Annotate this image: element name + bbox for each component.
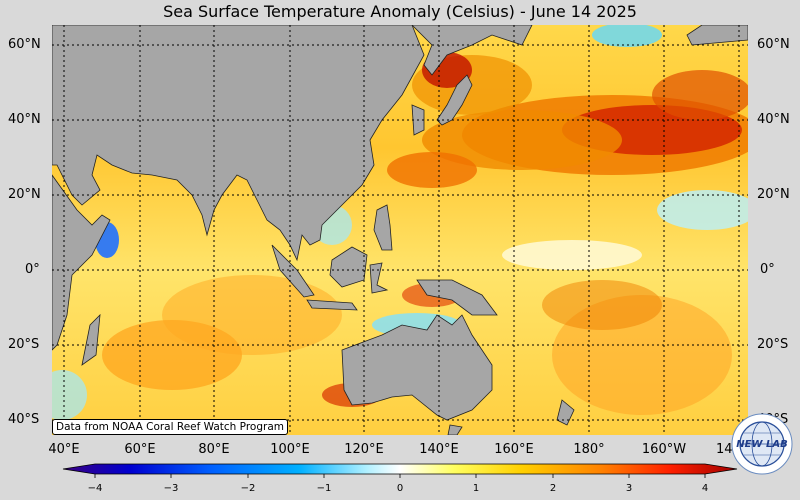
colorbar-tick-3: 3 bbox=[625, 483, 633, 494]
lon-label-160w: 160°W bbox=[641, 442, 687, 457]
logo-text: NEW LAB bbox=[736, 439, 787, 450]
madagascar bbox=[81, 313, 101, 366]
lat-label-40s-left: 40°S bbox=[8, 412, 40, 427]
colorbar-tick-m1: −1 bbox=[316, 483, 332, 494]
map-title: Sea Surface Temperature Anomaly (Celsius… bbox=[163, 2, 637, 21]
lat-label-40n-left: 40°N bbox=[8, 112, 41, 127]
australia bbox=[341, 314, 493, 421]
colorbar-ticks bbox=[94, 474, 706, 478]
warm-anomaly-regions bbox=[52, 52, 748, 415]
colorbar-tick-1: 1 bbox=[472, 483, 480, 494]
cool-anomaly-regions bbox=[52, 25, 748, 420]
africa-land bbox=[52, 174, 111, 351]
data-credit: Data from NOAA Coral Reef Watch Program bbox=[52, 419, 288, 435]
lon-label-40e: 40°E bbox=[48, 442, 80, 457]
colorbar-gradient bbox=[62, 463, 738, 475]
landmasses bbox=[52, 25, 748, 435]
sst-anomaly-map bbox=[52, 25, 748, 435]
graticule bbox=[52, 25, 748, 435]
colorbar bbox=[62, 463, 738, 478]
lon-label-140e: 140°E bbox=[419, 442, 459, 457]
new-guinea bbox=[416, 279, 498, 316]
lon-label-100e: 100°E bbox=[270, 442, 310, 457]
asia-mainland bbox=[52, 25, 425, 262]
lat-label-60n-left: 60°N bbox=[8, 37, 41, 52]
tasmania bbox=[447, 424, 463, 435]
java bbox=[306, 299, 358, 311]
lat-label-eq-right: 0° bbox=[760, 262, 775, 277]
lat-label-20n-left: 20°N bbox=[8, 187, 41, 202]
lat-label-20s-right: 20°S bbox=[757, 337, 789, 352]
colorbar-tick-0: 0 bbox=[396, 483, 404, 494]
lat-label-eq-left: 0° bbox=[25, 262, 40, 277]
colorbar-tick-m4: −4 bbox=[87, 483, 103, 494]
lon-label-180: 180° bbox=[573, 442, 605, 457]
philippines bbox=[373, 204, 393, 251]
lat-label-40n-right: 40°N bbox=[757, 112, 790, 127]
lon-label-80e: 80°E bbox=[198, 442, 230, 457]
asia-land bbox=[52, 25, 533, 76]
new-zealand bbox=[556, 399, 575, 426]
sumatra bbox=[271, 244, 315, 298]
colorbar-tick-2: 2 bbox=[549, 483, 557, 494]
japan bbox=[436, 74, 473, 126]
lon-label-160e: 160°E bbox=[494, 442, 534, 457]
colorbar-tick-m2: −2 bbox=[240, 483, 256, 494]
sulawesi bbox=[369, 262, 389, 294]
colorbar-tick-m3: −3 bbox=[163, 483, 179, 494]
nemolab-globe-logo: NEW LAB bbox=[731, 413, 793, 475]
lat-label-60n-right: 60°N bbox=[757, 37, 790, 52]
colorbar-tick-4: 4 bbox=[701, 483, 709, 494]
lat-label-20s-left: 20°S bbox=[8, 337, 40, 352]
lat-label-20n-right: 20°N bbox=[757, 187, 790, 202]
lon-label-60e: 60°E bbox=[124, 442, 156, 457]
lon-label-120e: 120°E bbox=[344, 442, 384, 457]
